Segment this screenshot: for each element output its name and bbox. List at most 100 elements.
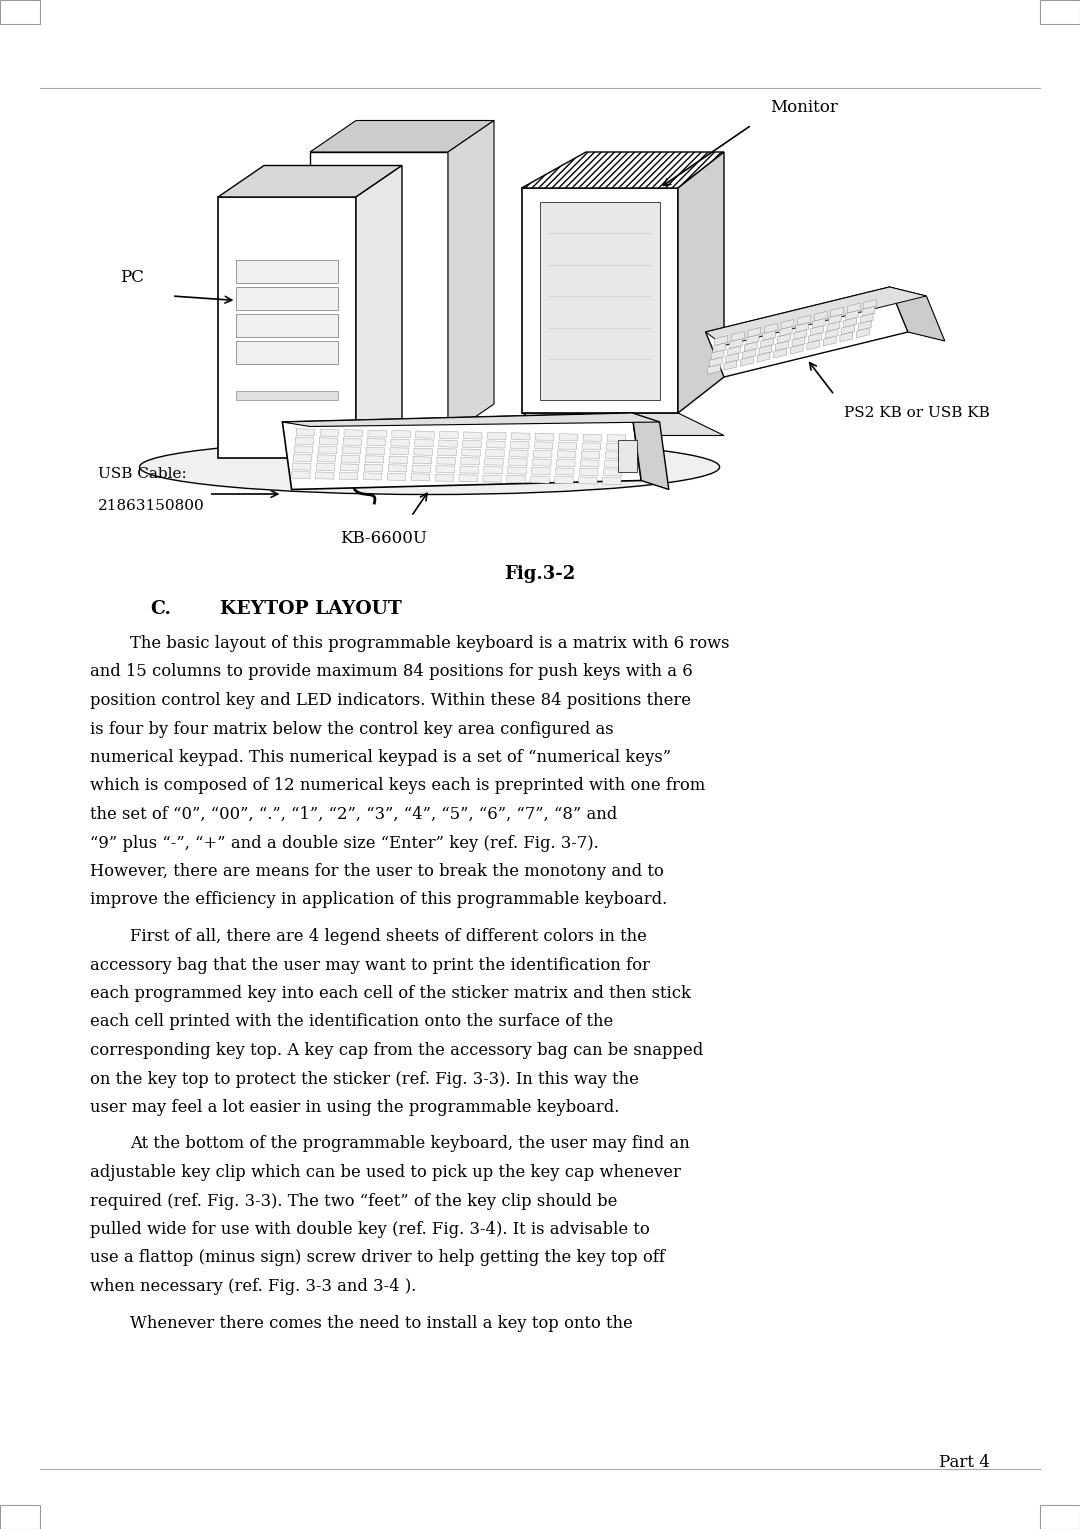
Polygon shape — [218, 197, 356, 459]
Bar — [0, 1505, 40, 1529]
Text: corresponding key top. A key cap from the accessory bag can be snapped: corresponding key top. A key cap from th… — [90, 1041, 703, 1060]
Polygon shape — [778, 333, 791, 344]
Text: adjustable key clip which can be used to pick up the key cap whenever: adjustable key clip which can be used to… — [90, 1164, 680, 1180]
Polygon shape — [356, 165, 402, 459]
Polygon shape — [796, 323, 809, 332]
Polygon shape — [607, 434, 625, 442]
Polygon shape — [463, 431, 482, 439]
Polygon shape — [462, 440, 481, 448]
Polygon shape — [391, 439, 409, 446]
Text: improve the efficiency in application of this programmable keyboard.: improve the efficiency in application of… — [90, 891, 667, 908]
Polygon shape — [368, 430, 387, 437]
Text: required (ref. Fig. 3-3). The two “feet” of the key clip should be: required (ref. Fig. 3-3). The two “feet”… — [90, 1193, 618, 1209]
Polygon shape — [809, 333, 822, 342]
Polygon shape — [744, 342, 757, 352]
Text: which is composed of 12 numerical keys each is preprinted with one from: which is composed of 12 numerical keys e… — [90, 778, 705, 795]
Text: Monitor: Monitor — [770, 99, 838, 116]
Polygon shape — [485, 459, 503, 465]
Bar — [1040, 1505, 1080, 1529]
Polygon shape — [556, 459, 575, 466]
Polygon shape — [509, 459, 527, 466]
Polygon shape — [810, 326, 823, 335]
Polygon shape — [759, 346, 772, 355]
Text: pulled wide for use with double key (ref. Fig. 3-4). It is advisable to: pulled wide for use with double key (ref… — [90, 1222, 650, 1238]
Polygon shape — [728, 346, 741, 356]
Polygon shape — [534, 451, 552, 457]
Polygon shape — [794, 330, 807, 339]
Polygon shape — [856, 327, 869, 338]
Text: numerical keypad. This numerical keypad is a set of “numerical keys”: numerical keypad. This numerical keypad … — [90, 749, 671, 766]
Text: KB-6600U: KB-6600U — [340, 531, 427, 547]
Polygon shape — [522, 413, 724, 436]
Text: However, there are means for the user to break the monotony and to: However, there are means for the user to… — [90, 862, 664, 881]
Polygon shape — [557, 451, 576, 459]
Text: accessory bag that the user may want to print the identification for: accessory bag that the user may want to … — [90, 957, 650, 974]
Polygon shape — [860, 313, 873, 324]
Polygon shape — [511, 442, 529, 448]
Polygon shape — [746, 335, 759, 344]
Polygon shape — [364, 465, 382, 471]
Polygon shape — [814, 312, 827, 321]
Polygon shape — [840, 332, 853, 342]
Polygon shape — [365, 456, 383, 463]
Polygon shape — [535, 442, 553, 450]
Text: Part 4: Part 4 — [940, 1454, 990, 1471]
Text: PC: PC — [121, 269, 145, 286]
Polygon shape — [618, 440, 636, 471]
Polygon shape — [555, 468, 575, 476]
Polygon shape — [859, 321, 872, 330]
Polygon shape — [742, 349, 755, 359]
Polygon shape — [558, 442, 577, 450]
Polygon shape — [339, 472, 357, 480]
Polygon shape — [413, 457, 431, 463]
Polygon shape — [726, 353, 739, 362]
Polygon shape — [487, 433, 505, 439]
Polygon shape — [846, 310, 859, 320]
Polygon shape — [715, 335, 728, 346]
Polygon shape — [310, 151, 448, 436]
Text: PS2 KB or USB KB: PS2 KB or USB KB — [843, 407, 989, 420]
Polygon shape — [218, 165, 402, 197]
Polygon shape — [390, 448, 408, 454]
Polygon shape — [748, 327, 760, 338]
Polygon shape — [507, 476, 525, 483]
Polygon shape — [363, 472, 381, 480]
Bar — [0, 0, 40, 24]
Polygon shape — [827, 321, 840, 332]
Polygon shape — [678, 151, 724, 413]
Polygon shape — [705, 287, 927, 346]
Polygon shape — [436, 466, 455, 472]
Polygon shape — [318, 454, 336, 462]
Polygon shape — [320, 430, 338, 436]
Polygon shape — [707, 364, 720, 375]
Polygon shape — [606, 443, 624, 451]
Polygon shape — [605, 460, 623, 468]
Polygon shape — [862, 306, 875, 317]
Text: when necessary (ref. Fig. 3-3 and 3-4 ).: when necessary (ref. Fig. 3-3 and 3-4 ). — [90, 1278, 417, 1295]
Polygon shape — [414, 448, 432, 456]
Polygon shape — [864, 300, 877, 309]
Text: user may feel a lot easier in using the programmable keyboard.: user may feel a lot easier in using the … — [90, 1099, 619, 1116]
Text: Whenever there comes the need to install a key top onto the: Whenever there comes the need to install… — [130, 1315, 633, 1332]
Polygon shape — [729, 339, 742, 349]
Polygon shape — [413, 465, 431, 472]
Polygon shape — [484, 466, 502, 474]
Polygon shape — [890, 287, 945, 341]
Text: each programmed key into each cell of the sticker matrix and then stick: each programmed key into each cell of th… — [90, 985, 691, 1001]
Text: on the key top to protect the sticker (ref. Fig. 3-3). In this way the: on the key top to protect the sticker (r… — [90, 1070, 639, 1087]
Polygon shape — [320, 437, 338, 445]
Polygon shape — [440, 431, 458, 439]
Polygon shape — [522, 188, 678, 413]
Polygon shape — [773, 349, 786, 358]
Text: position control key and LED indicators. Within these 84 positions there: position control key and LED indicators.… — [90, 693, 691, 709]
Polygon shape — [237, 313, 338, 336]
Polygon shape — [848, 303, 860, 313]
Polygon shape — [435, 474, 454, 482]
Polygon shape — [583, 434, 602, 442]
Polygon shape — [508, 466, 526, 474]
Polygon shape — [775, 341, 788, 350]
Polygon shape — [341, 456, 360, 462]
Text: USB Cable:: USB Cable: — [98, 466, 187, 480]
Polygon shape — [367, 439, 386, 446]
Polygon shape — [532, 459, 551, 466]
